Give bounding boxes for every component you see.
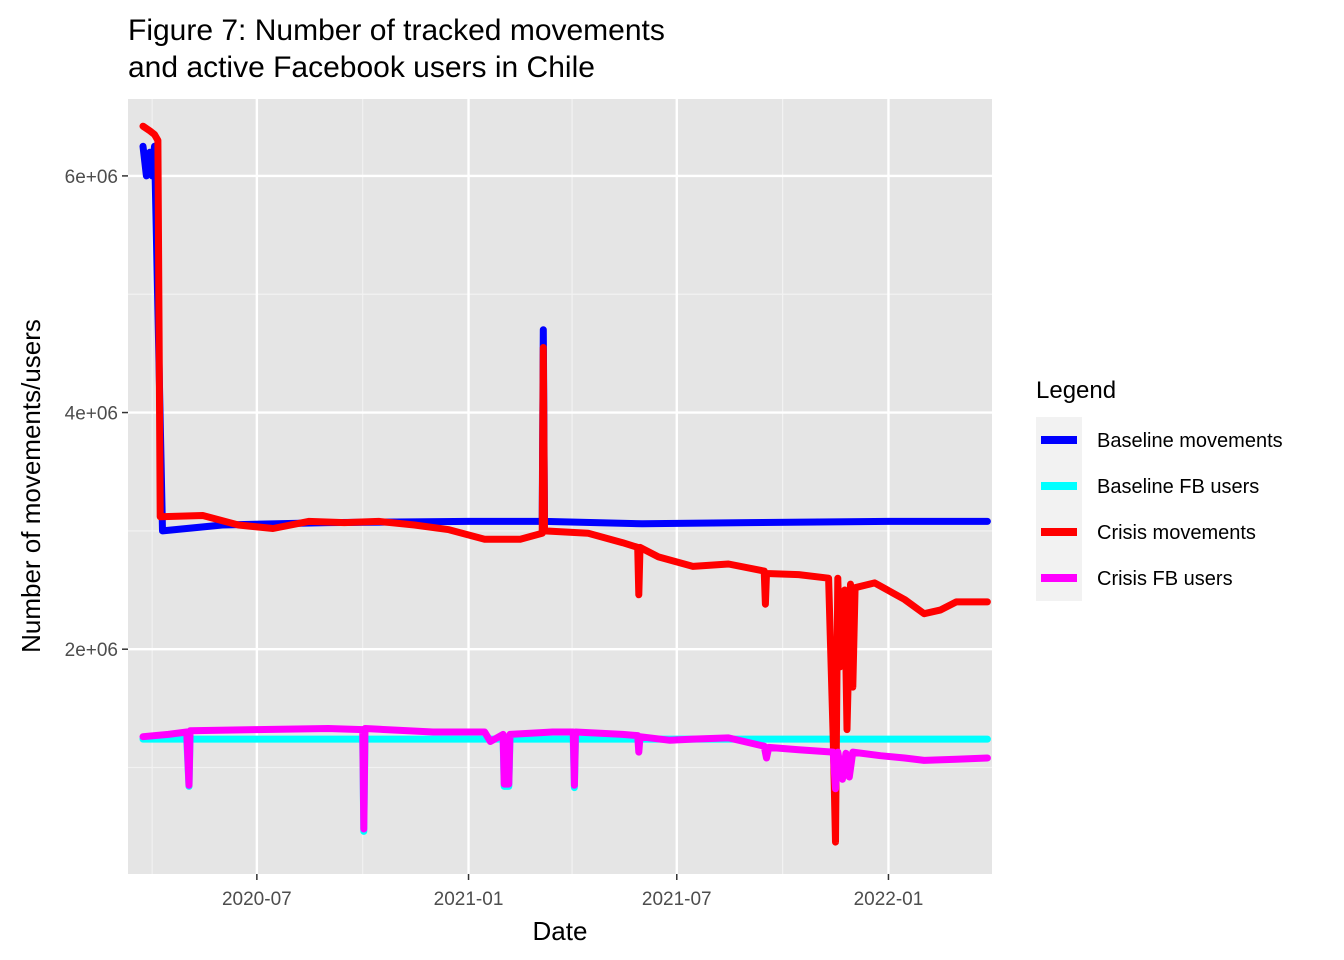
grid (128, 99, 992, 874)
x-tick-label: 2020-07 (222, 889, 292, 910)
legend-label: Baseline FB users (1097, 476, 1259, 498)
series-lines (139, 122, 991, 846)
x-tick-label: 2022-01 (854, 889, 924, 910)
chart-title-line-1: Figure 7: Number of tracked movements (128, 14, 665, 47)
legend-label: Crisis FB users (1097, 568, 1233, 590)
legend-label: Baseline movements (1097, 430, 1283, 452)
series-line-crisis-fb-users (139, 725, 991, 833)
plot-panel (128, 99, 992, 874)
legend-title: Legend (1036, 377, 1116, 404)
chart-title-line-2: and active Facebook users in Chile (128, 51, 595, 84)
axes: 2020-07 2021-01 2021-07 2022-01 2e+06 4e+06 6e… (65, 167, 924, 910)
y-axis-title: Number of movements/users (16, 319, 46, 653)
x-axis-title: Date (533, 916, 588, 946)
y-tick-label: 2e+06 (65, 640, 118, 661)
legend-label: Crisis movements (1097, 522, 1256, 544)
legend: Legend Baseline movements Baseline FB use… (1036, 377, 1283, 601)
x-tick-label: 2021-07 (642, 889, 712, 910)
x-tick-label: 2021-01 (434, 889, 504, 910)
y-tick-label: 4e+06 (65, 404, 118, 425)
y-tick-label: 6e+06 (65, 167, 118, 188)
series-line-crisis-movements (139, 122, 991, 846)
